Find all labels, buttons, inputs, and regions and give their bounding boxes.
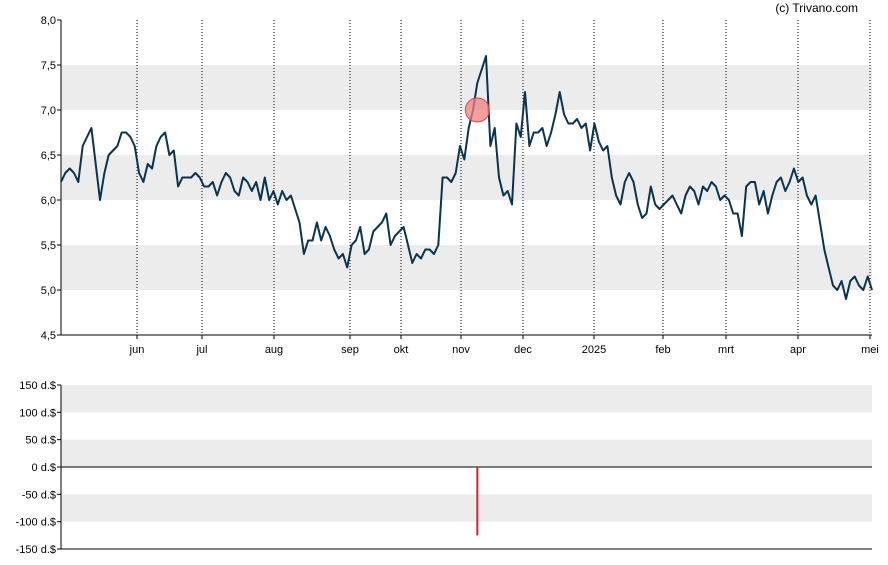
volume-band [61, 385, 872, 413]
price-x-tick-label: apr [790, 344, 806, 356]
price-band [61, 245, 872, 290]
price-x-tick-label: nov [452, 344, 470, 356]
price-y-tick-label: 6,0 [41, 195, 56, 207]
volume-band [61, 494, 872, 522]
price-y-tick-label: 7,5 [41, 60, 56, 72]
volume-y-tick-label: 50 d.$ [25, 435, 56, 447]
price-chart: 4,5 5,0 5,5 6,0 6,5 7,0 7,5 8,0 jun jul aug sep okt… [41, 15, 879, 356]
price-y-tick-label: 6,5 [41, 150, 56, 162]
volume-band [61, 439, 872, 467]
volume-bands [61, 385, 872, 522]
price-x-tick-label: mei [861, 344, 879, 356]
price-y-tick-label: 8,0 [41, 15, 56, 27]
price-x-tick-label: okt [394, 344, 409, 356]
copyright-notice: (c) Trivano.com [775, 1, 858, 15]
price-x-tick-label: mrt [718, 344, 734, 356]
volume-y-tick-label: 100 d.$ [19, 407, 56, 419]
price-band [61, 155, 872, 200]
volume-y-tick-label: -50 d.$ [22, 489, 56, 501]
volume-chart: -150 d.$ -100 d.$ -50 d.$ 0 d.$ 50 d.$ 100 d.… [16, 380, 872, 556]
price-y-tick-label: 5,0 [41, 285, 56, 297]
volume-y-tick-label: -150 d.$ [16, 544, 56, 556]
price-x-tick-label: aug [265, 344, 283, 356]
price-x-ticks: jun jul aug sep okt nov dec 2025 feb mrt apr mei [129, 335, 879, 356]
price-x-tick-label: 2025 [582, 344, 606, 356]
event-marker [464, 97, 490, 123]
price-x-tick-label: sep [341, 344, 359, 356]
price-bands [61, 65, 872, 290]
price-y-tick-label: 7,0 [41, 105, 56, 117]
price-x-tick-label: jul [195, 344, 207, 356]
volume-y-ticks: -150 d.$ -100 d.$ -50 d.$ 0 d.$ 50 d.$ 100 d.… [16, 380, 61, 556]
volume-y-tick-label: 0 d.$ [32, 462, 56, 474]
price-x-tick-label: jun [129, 344, 145, 356]
price-y-tick-label: 5,5 [41, 240, 56, 252]
price-x-tick-label: feb [655, 344, 670, 356]
price-x-tick-label: dec [514, 344, 532, 356]
price-y-ticks: 4,5 5,0 5,5 6,0 6,5 7,0 7,5 8,0 [41, 15, 61, 342]
volume-y-tick-label: -100 d.$ [16, 517, 56, 529]
price-line [60, 55, 873, 300]
price-y-tick-label: 4,5 [41, 330, 56, 342]
volume-y-tick-label: 150 d.$ [19, 380, 56, 392]
price-band [61, 65, 872, 110]
